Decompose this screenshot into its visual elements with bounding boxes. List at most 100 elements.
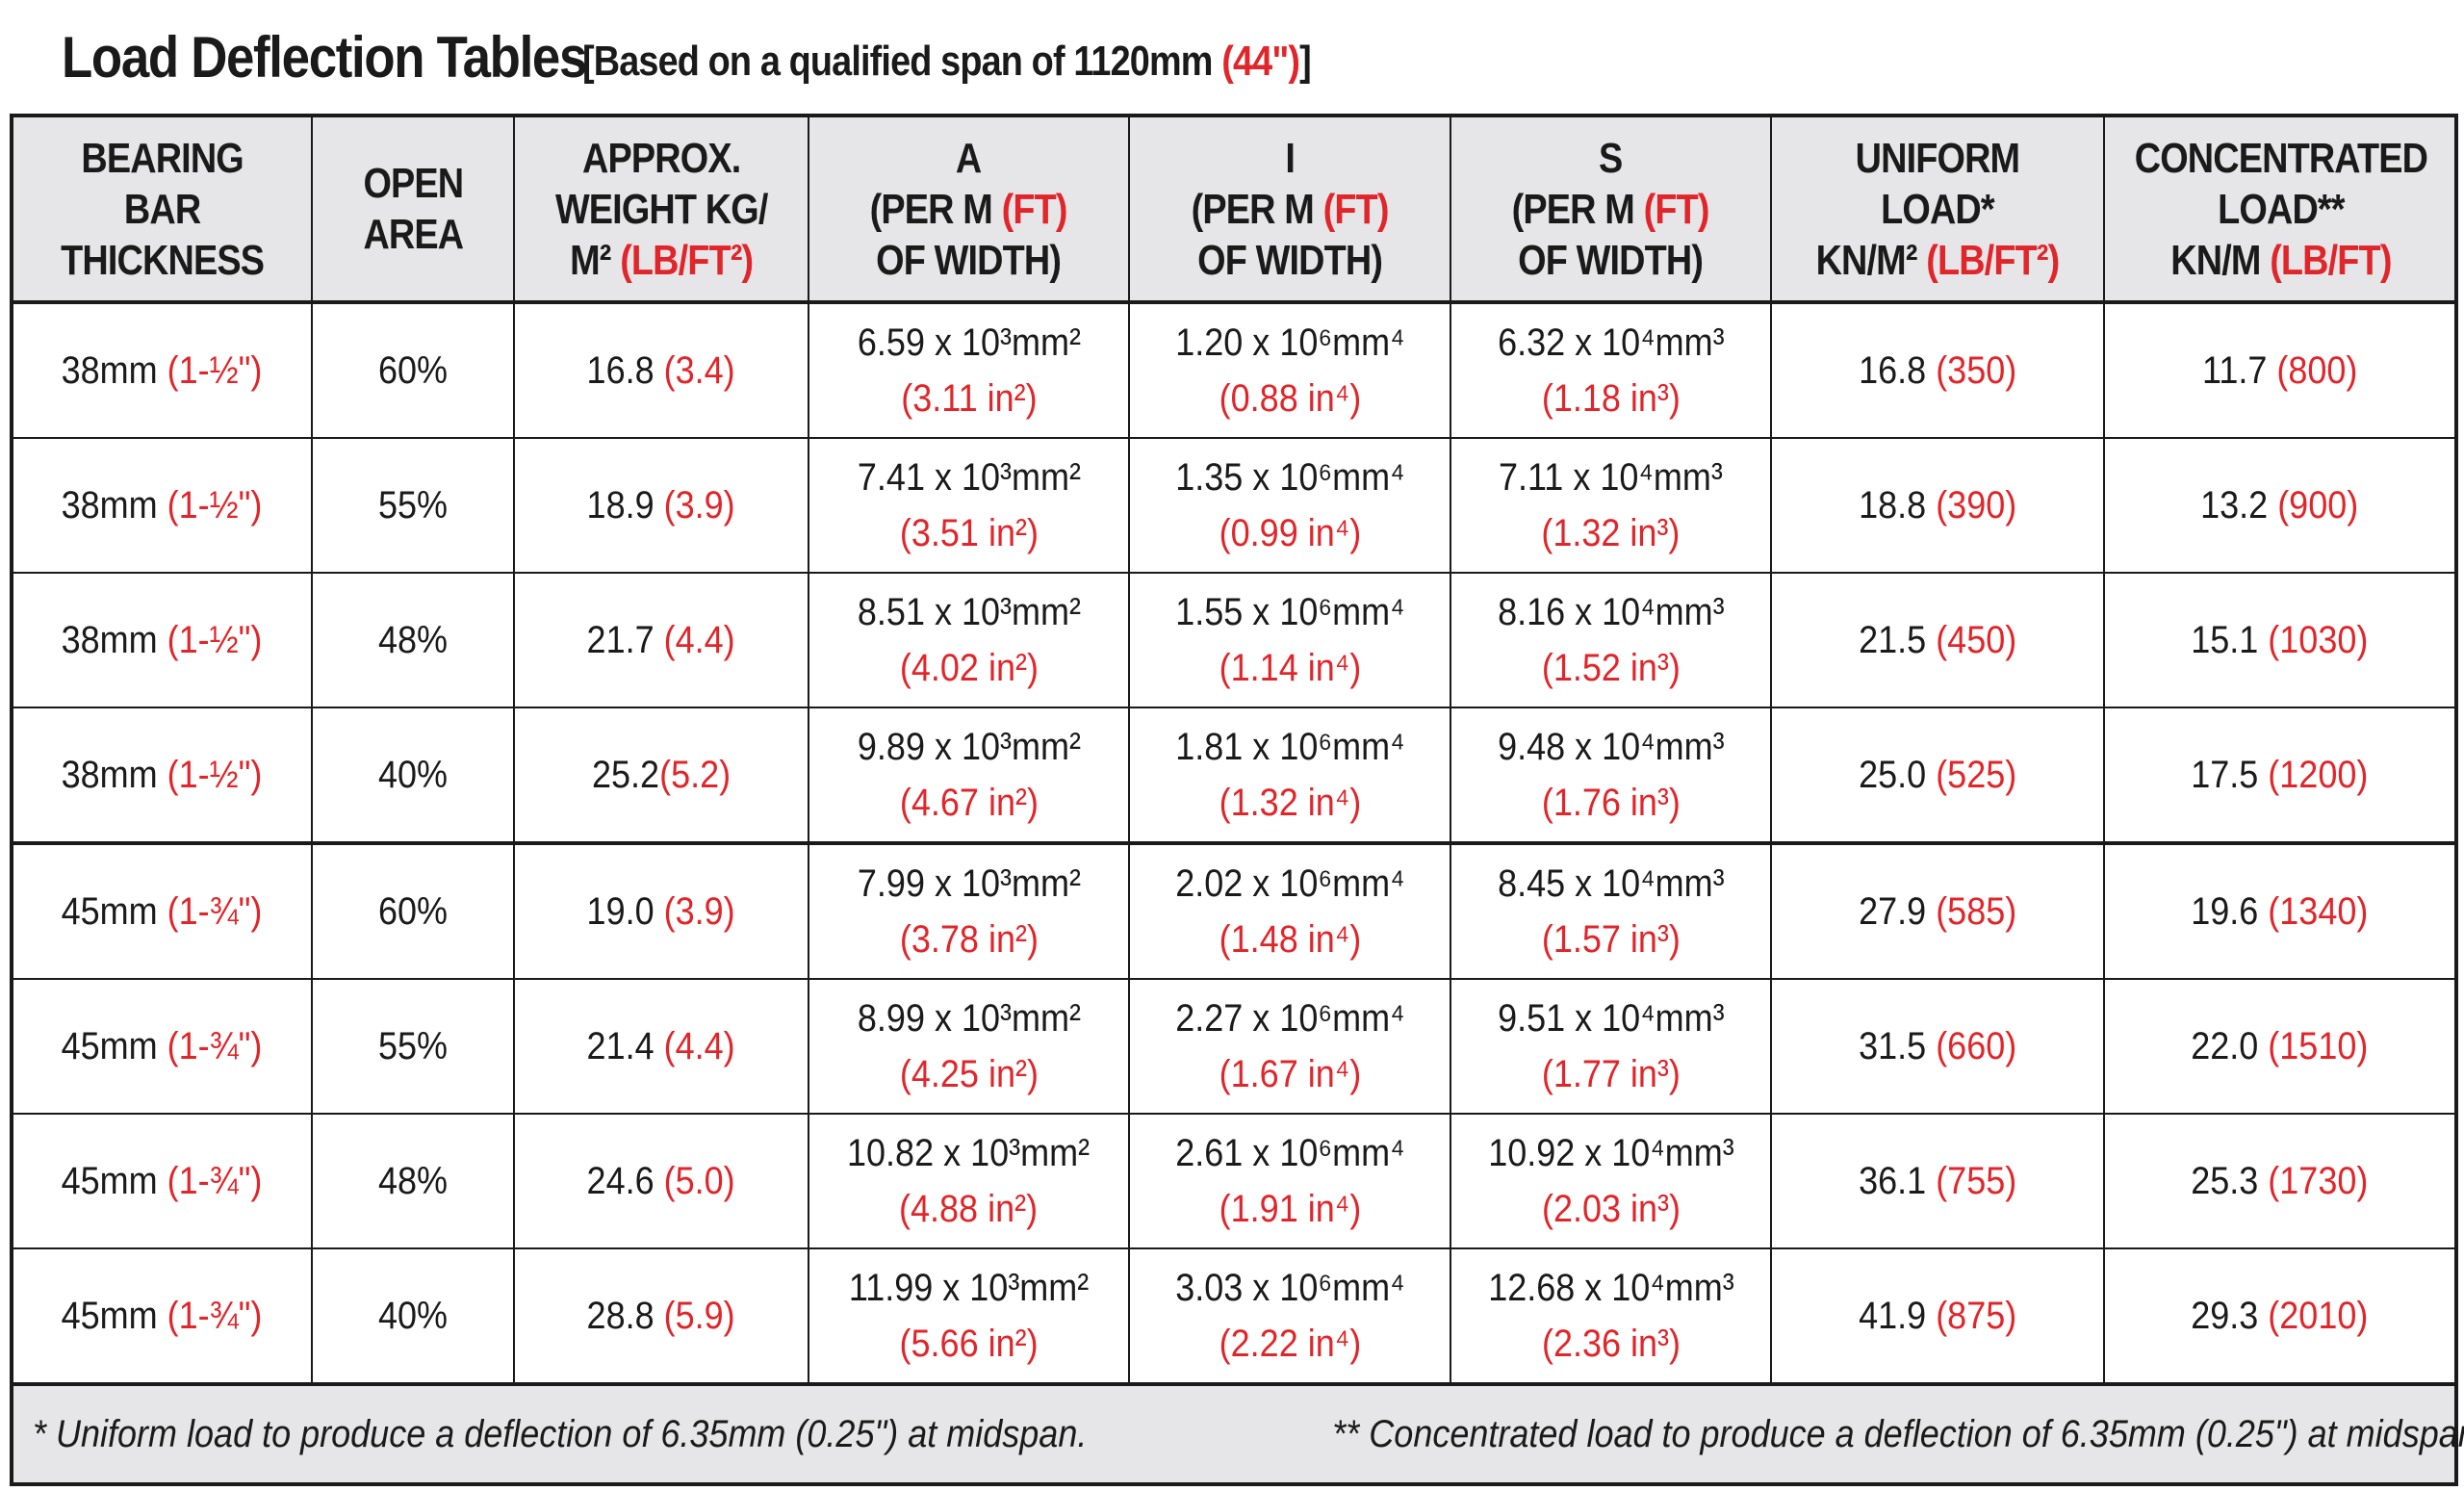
imperial-value: (2.36 in³) (1541, 1323, 1681, 1365)
metric-value: 48% (377, 619, 449, 661)
footnote-concentrated-load: ** Concentrated load to produce a deflec… (1332, 1412, 2464, 1455)
cell-i: 1.55 x 10⁶mm⁴ (1.14 in⁴) (1128, 572, 1450, 707)
header-line: OF WIDTH) (876, 236, 1063, 284)
cell-open-area: 60% (311, 302, 514, 438)
cell-approx-weight: 16.8 (3.4) (513, 302, 808, 438)
imperial-value: (800) (2276, 349, 2358, 392)
imperial-value: (350) (1936, 349, 2017, 392)
header-line: (PER M (1512, 185, 1644, 233)
header-line: BEARING (81, 134, 244, 182)
imperial-value: (1.57 in³) (1541, 918, 1681, 961)
cell-bearing-bar-thickness: 45mm (1-¾") (12, 1113, 312, 1248)
header-line: AREA (363, 211, 464, 258)
imperial-value: (4.88 in²) (899, 1188, 1039, 1230)
metric-value: 60% (377, 890, 449, 933)
metric-value: 18.8 (1858, 484, 1937, 527)
cell-i: 1.35 x 10⁶mm⁴ (0.99 in⁴) (1128, 437, 1450, 573)
cell-open-area: 48% (311, 1113, 514, 1248)
metric-value: 8.51 x 10³mm² (857, 591, 1081, 633)
imperial-value: (1.14 in⁴) (1219, 647, 1361, 689)
imperial-value: (1340) (2268, 890, 2369, 933)
cell-approx-weight: 24.6 (5.0) (513, 1113, 808, 1248)
header-imperial-unit: (LB/FT²) (619, 236, 754, 284)
cell-s: 8.45 x 10⁴mm³ (1.57 in³) (1450, 841, 1771, 979)
header-approx-weight: APPROX. WEIGHT KG/ M² (LB/FT²) (513, 116, 808, 304)
cell-uniform-load: 21.5 (450) (1770, 572, 2104, 707)
metric-value: 1.55 x 10⁶mm⁴ (1174, 591, 1405, 633)
metric-value: 2.27 x 10⁶mm⁴ (1174, 997, 1405, 1040)
table-row: 45mm (1-¾") 48% 24.6 (5.0) 10.82 x 10³mm² (4… (12, 1113, 2456, 1248)
imperial-value: (4.02 in²) (899, 647, 1039, 689)
cell-s: 7.11 x 10⁴mm³ (1.32 in³) (1450, 437, 1771, 573)
imperial-value: (1-¾") (167, 890, 263, 933)
metric-value: 21.5 (1858, 619, 1937, 661)
metric-value: 25.2 (591, 754, 660, 796)
imperial-value: (4.4) (664, 1025, 736, 1067)
imperial-value: (1200) (2268, 754, 2369, 796)
cell-i: 2.61 x 10⁶mm⁴ (1.91 in⁴) (1128, 1113, 1450, 1248)
footnote-cell: * Uniform load to produce a deflection o… (12, 1382, 2464, 1484)
header-line: LOAD* (1881, 185, 1994, 233)
metric-value: 7.99 x 10³mm² (857, 862, 1081, 905)
cell-a: 9.89 x 10³mm² (4.67 in²) (808, 707, 1129, 843)
title-subtitle: [Based on a qualified span of 1120mm (44… (582, 38, 1312, 86)
metric-value: 8.16 x 10⁴mm³ (1497, 591, 1725, 633)
imperial-value: (0.88 in⁴) (1219, 377, 1361, 420)
header-line: THICKNESS (61, 236, 265, 284)
header-line: KN/M (2170, 236, 2271, 284)
cell-concentrated-load: 22.0 (1510) (2103, 978, 2456, 1114)
header-imperial-unit: (FT) (1001, 185, 1068, 233)
imperial-value: (2.22 in⁴) (1219, 1323, 1361, 1365)
table-row: 38mm (1-½") 60% 16.8 (3.4) 6.59 x 10³mm² (3.… (12, 302, 2456, 438)
cell-s: 8.16 x 10⁴mm³ (1.52 in³) (1450, 572, 1771, 707)
metric-value: 1.81 x 10⁶mm⁴ (1174, 726, 1405, 768)
metric-value: 7.41 x 10³mm² (857, 456, 1081, 499)
cell-i: 2.02 x 10⁶mm⁴ (1.48 in⁴) (1128, 841, 1450, 979)
table-footnotes: * Uniform load to produce a deflection o… (12, 1382, 2464, 1484)
imperial-value: (3.4) (664, 349, 736, 392)
header-a: A (PER M (FT) OF WIDTH) (808, 116, 1129, 304)
imperial-value: (5.66 in²) (899, 1323, 1039, 1365)
imperial-value: (5.0) (664, 1160, 736, 1202)
imperial-value: (4.67 in²) (899, 782, 1039, 824)
header-imperial-unit: (FT) (1643, 185, 1710, 233)
cell-approx-weight: 18.9 (3.9) (513, 437, 808, 573)
cell-approx-weight: 25.2(5.2) (513, 707, 808, 843)
header-line: OPEN (363, 160, 464, 207)
cell-concentrated-load: 11.7 (800) (2103, 302, 2456, 438)
metric-value: 31.5 (1858, 1025, 1937, 1067)
cell-a: 6.59 x 10³mm² (3.11 in²) (808, 302, 1129, 438)
cell-s: 6.32 x 10⁴mm³ (1.18 in³) (1450, 302, 1771, 438)
subtitle-span-imperial: (44") (1221, 38, 1301, 85)
imperial-value: (1730) (2268, 1160, 2369, 1202)
imperial-value: (3.11 in²) (900, 377, 1038, 420)
imperial-value: (0.99 in⁴) (1219, 512, 1361, 554)
header-line: OF WIDTH) (1518, 236, 1705, 284)
cell-uniform-load: 36.1 (755) (1770, 1113, 2104, 1248)
metric-value: 22.0 (2191, 1025, 2269, 1067)
metric-value: 9.89 x 10³mm² (857, 726, 1081, 768)
cell-concentrated-load: 25.3 (1730) (2103, 1113, 2456, 1248)
header-row: BEARING BAR THICKNESS OPEN AREA APPROX. … (12, 116, 2456, 304)
cell-a: 10.82 x 10³mm² (4.88 in²) (808, 1113, 1129, 1248)
cell-a: 7.41 x 10³mm² (3.51 in²) (808, 437, 1129, 573)
cell-i: 1.20 x 10⁶mm⁴ (0.88 in⁴) (1128, 302, 1450, 438)
header-line: S (1599, 134, 1623, 182)
header-uniform-load: UNIFORM LOAD* KN/M² (LB/FT²) (1770, 116, 2104, 304)
table-row: 45mm (1-¾") 60% 19.0 (3.9) 7.99 x 10³mm² (3.… (12, 841, 2456, 979)
cell-open-area: 60% (311, 841, 514, 979)
metric-value: 6.59 x 10³mm² (857, 321, 1081, 364)
metric-value: 45mm (62, 890, 168, 933)
cell-bearing-bar-thickness: 38mm (1-½") (12, 707, 312, 843)
imperial-value: (1.48 in⁴) (1219, 918, 1361, 961)
imperial-value: (5.9) (664, 1295, 736, 1337)
footnote-uniform-load: * Uniform load to produce a deflection o… (33, 1412, 1088, 1455)
metric-value: 11.99 x 10³mm² (848, 1267, 1090, 1309)
imperial-value: (3.9) (664, 890, 736, 933)
metric-value: 15.1 (2191, 619, 2269, 661)
cell-bearing-bar-thickness: 45mm (1-¾") (12, 1247, 312, 1384)
imperial-value: (1-¾") (167, 1295, 263, 1337)
cell-i: 1.81 x 10⁶mm⁴ (1.32 in⁴) (1128, 707, 1450, 843)
metric-value: 21.4 (586, 1025, 665, 1067)
imperial-value: (1.52 in³) (1541, 647, 1681, 689)
